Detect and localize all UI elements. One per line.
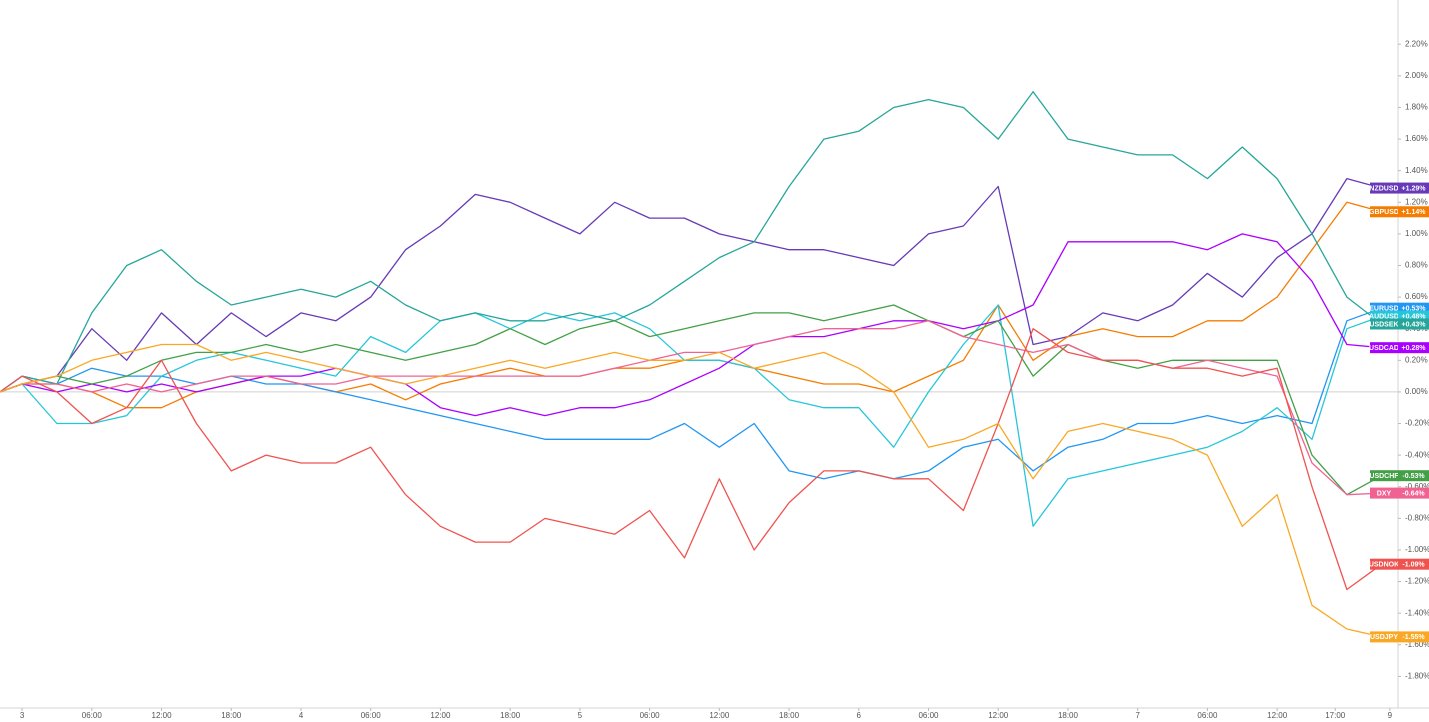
series-name-badge bbox=[1370, 310, 1398, 322]
last-value-label: +0.53% bbox=[1402, 306, 1427, 313]
series-name: EURUSD bbox=[1369, 306, 1399, 313]
x-tick-label: 3 bbox=[20, 711, 25, 720]
x-tick-label: 9 bbox=[1388, 711, 1393, 720]
last-value-badge bbox=[1398, 558, 1429, 570]
y-tick-label: -0.80% bbox=[1405, 513, 1429, 522]
y-tick-label: 1.00% bbox=[1405, 229, 1428, 238]
last-value-label: -0.53% bbox=[1402, 473, 1425, 480]
series-name-badge bbox=[1370, 318, 1398, 330]
last-value-badge bbox=[1398, 342, 1429, 354]
y-tick-label: 0.60% bbox=[1405, 292, 1428, 301]
y-tick-label: 1.80% bbox=[1405, 103, 1428, 112]
series-name-badge bbox=[1370, 470, 1398, 482]
x-tick-label: 06:00 bbox=[82, 711, 103, 720]
y-tick-label: -1.40% bbox=[1405, 608, 1429, 617]
x-tick-label: 18:00 bbox=[1058, 711, 1079, 720]
x-tick-label: 06:00 bbox=[1197, 711, 1218, 720]
series-name: GBPUSD bbox=[1369, 209, 1399, 216]
last-value-badge bbox=[1398, 470, 1429, 482]
x-tick-label: 7 bbox=[1135, 711, 1140, 720]
x-tick-label: 18:00 bbox=[221, 711, 242, 720]
y-tick-label: 2.20% bbox=[1405, 39, 1428, 48]
series-name: DXY bbox=[1377, 490, 1392, 497]
series-line bbox=[0, 343, 1382, 638]
y-tick-label: -1.20% bbox=[1405, 577, 1429, 586]
last-value-badge bbox=[1398, 310, 1429, 322]
x-tick-label: 06:00 bbox=[361, 711, 382, 720]
x-tick-label: 06:00 bbox=[640, 711, 661, 720]
y-tick-label: -0.40% bbox=[1405, 450, 1429, 459]
series-name-badge bbox=[1370, 342, 1398, 354]
last-value-badge bbox=[1398, 206, 1429, 218]
x-tick-label: 6 bbox=[857, 711, 862, 720]
series-name: NZDUSD bbox=[1369, 185, 1398, 192]
x-tick-label: 06:00 bbox=[918, 711, 939, 720]
last-value-label: +1.14% bbox=[1402, 209, 1427, 216]
series-name-badge bbox=[1370, 302, 1398, 314]
last-value-label: +0.43% bbox=[1402, 321, 1427, 328]
series-name: USDCAD bbox=[1369, 345, 1399, 352]
y-tick-label: -0.20% bbox=[1405, 419, 1429, 428]
series-name: USDSEK bbox=[1369, 321, 1398, 328]
last-value-label: +1.29% bbox=[1402, 185, 1427, 192]
last-value-badge bbox=[1398, 631, 1429, 643]
y-tick-label: 2.00% bbox=[1405, 71, 1428, 80]
series-name: USDJPY bbox=[1370, 634, 1398, 641]
y-tick-label: 1.20% bbox=[1405, 197, 1428, 206]
last-value-label: +0.48% bbox=[1402, 313, 1427, 320]
y-tick-label: 0.00% bbox=[1405, 387, 1428, 396]
x-tick-label: 12:00 bbox=[1267, 711, 1288, 720]
x-tick-label: 12:00 bbox=[709, 711, 730, 720]
x-tick-label: 17:00 bbox=[1325, 711, 1346, 720]
series-name: USDCHF bbox=[1369, 473, 1399, 480]
y-tick-label: 1.60% bbox=[1405, 134, 1428, 143]
y-tick-label: 1.40% bbox=[1405, 166, 1428, 175]
last-value-badge bbox=[1398, 487, 1429, 499]
lines-layer bbox=[0, 91, 1383, 638]
x-tick-label: 12:00 bbox=[152, 711, 173, 720]
series-line bbox=[0, 91, 1383, 393]
x-tick-label: 4 bbox=[299, 711, 304, 720]
series-name-badge bbox=[1370, 206, 1398, 218]
last-value-label: +0.28% bbox=[1402, 345, 1427, 352]
series-line bbox=[0, 177, 1382, 393]
y-tick-label: -0.60% bbox=[1405, 482, 1429, 491]
y-tick-label: -1.60% bbox=[1405, 640, 1429, 649]
x-tick-label: 12:00 bbox=[988, 711, 1009, 720]
y-tick-label: -1.80% bbox=[1405, 672, 1429, 681]
last-value-label: -1.09% bbox=[1402, 562, 1425, 569]
series-line bbox=[0, 304, 1383, 496]
series-line bbox=[0, 328, 1383, 591]
series-name-badge bbox=[1370, 631, 1398, 643]
series-name-badge bbox=[1370, 558, 1398, 570]
badges-layer: NZDUSD +1.29% GBPUSD +1.14% EURUSD +0.53%AUDU… bbox=[1369, 182, 1429, 643]
last-value-label: -0.64% bbox=[1402, 490, 1425, 497]
x-tick-label: 12:00 bbox=[430, 711, 451, 720]
last-value-badge bbox=[1398, 302, 1429, 314]
x-tick-label: 5 bbox=[578, 711, 583, 720]
last-value-badge bbox=[1398, 182, 1429, 194]
series-line bbox=[0, 233, 1382, 417]
y-tick-label: 0.20% bbox=[1405, 355, 1428, 364]
series-name: AUDUSD bbox=[1369, 313, 1399, 320]
series-name-badge bbox=[1370, 182, 1398, 194]
y-tick-label: 0.80% bbox=[1405, 261, 1428, 270]
last-value-label: -1.55% bbox=[1402, 634, 1425, 641]
x-tick-label: 18:00 bbox=[500, 711, 521, 720]
series-name-badge bbox=[1370, 487, 1398, 499]
y-tick-label: -1.00% bbox=[1405, 545, 1429, 554]
last-value-badge bbox=[1398, 318, 1429, 330]
series-name: USDNOK bbox=[1369, 562, 1399, 569]
x-tick-label: 18:00 bbox=[779, 711, 800, 720]
